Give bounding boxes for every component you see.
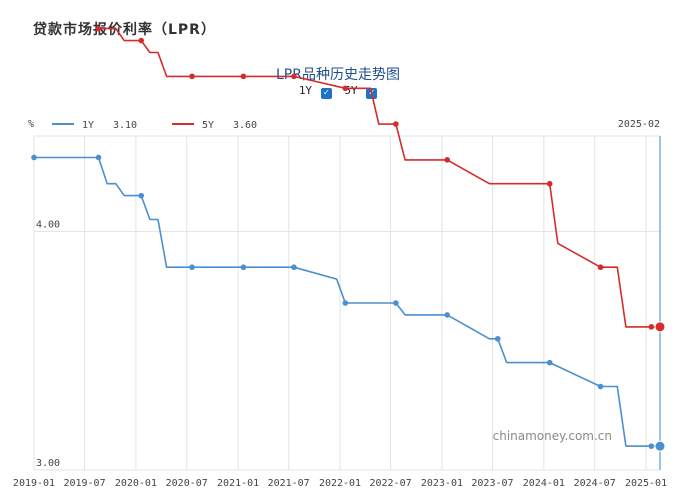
x-tick-label: 2022-07	[369, 478, 411, 489]
data-point	[393, 300, 399, 306]
data-point	[546, 180, 553, 187]
data-point	[95, 25, 102, 32]
x-tick-label: 2025-01	[625, 478, 667, 489]
grid	[33, 135, 661, 471]
toggle-1y-checkbox[interactable]: ✓	[320, 88, 332, 99]
data-point	[494, 335, 501, 342]
x-tick-label: 2023-07	[471, 478, 513, 489]
x-tick-label: 2022-01	[319, 478, 361, 489]
current-point	[654, 440, 666, 452]
legend-value-1y: 3.10	[113, 120, 137, 131]
page-title: 贷款市场报价利率（LPR）	[33, 22, 216, 38]
chart-legend: 1Y 3.10 5Y 3.60	[52, 120, 257, 131]
y-unit-label: %	[28, 119, 34, 130]
series-line-1y	[34, 156, 660, 447]
legend-name-1y: 1Y	[82, 120, 94, 131]
series-5y	[95, 25, 666, 333]
data-point	[291, 264, 297, 271]
toggle-1y[interactable]: 1Y ✓	[299, 84, 332, 99]
data-point	[597, 383, 604, 390]
data-point	[95, 154, 102, 161]
data-point	[189, 264, 195, 271]
x-tick-label: 2020-01	[115, 478, 157, 489]
series-1y	[31, 154, 666, 452]
data-point	[546, 359, 553, 366]
data-point	[597, 264, 604, 271]
data-point	[342, 85, 349, 92]
current-point	[654, 321, 666, 333]
data-point	[240, 264, 247, 271]
legend-name-5y: 5Y	[202, 120, 214, 131]
x-tick-label: 2023-01	[421, 478, 463, 489]
x-tick-label: 2019-01	[13, 478, 55, 489]
current-date-label: 2025-02	[618, 119, 660, 130]
data-point	[189, 73, 195, 80]
data-point	[444, 312, 451, 318]
x-tick-label: 2020-07	[166, 478, 208, 489]
data-point	[138, 192, 145, 199]
series-layer	[31, 25, 666, 452]
series-line-5y	[98, 27, 660, 328]
y-tick-label: 3.00	[36, 458, 60, 469]
data-point	[138, 37, 145, 44]
data-point	[444, 157, 451, 163]
x-tick-label: 2021-01	[217, 478, 259, 489]
axes: 2019-01 2019-07 2020-01 2020-07 2021-01 2021-…	[13, 119, 667, 489]
x-tick-label: 2019-07	[63, 478, 105, 489]
data-point	[31, 154, 37, 161]
data-point	[648, 324, 655, 330]
legend-value-5y: 3.60	[233, 120, 257, 131]
x-tick-label: 2021-07	[268, 478, 310, 489]
data-point	[393, 121, 399, 127]
data-point	[648, 443, 655, 449]
y-tick-label: 4.00	[36, 219, 60, 230]
x-tick-label: 2024-01	[523, 478, 565, 489]
data-point	[240, 73, 247, 80]
x-tick-label: 2024-07	[574, 478, 616, 489]
toggle-1y-label: 1Y	[298, 84, 313, 97]
watermark: chinamoney.com.cn	[493, 429, 612, 443]
data-point	[291, 73, 297, 80]
data-point	[342, 300, 349, 306]
